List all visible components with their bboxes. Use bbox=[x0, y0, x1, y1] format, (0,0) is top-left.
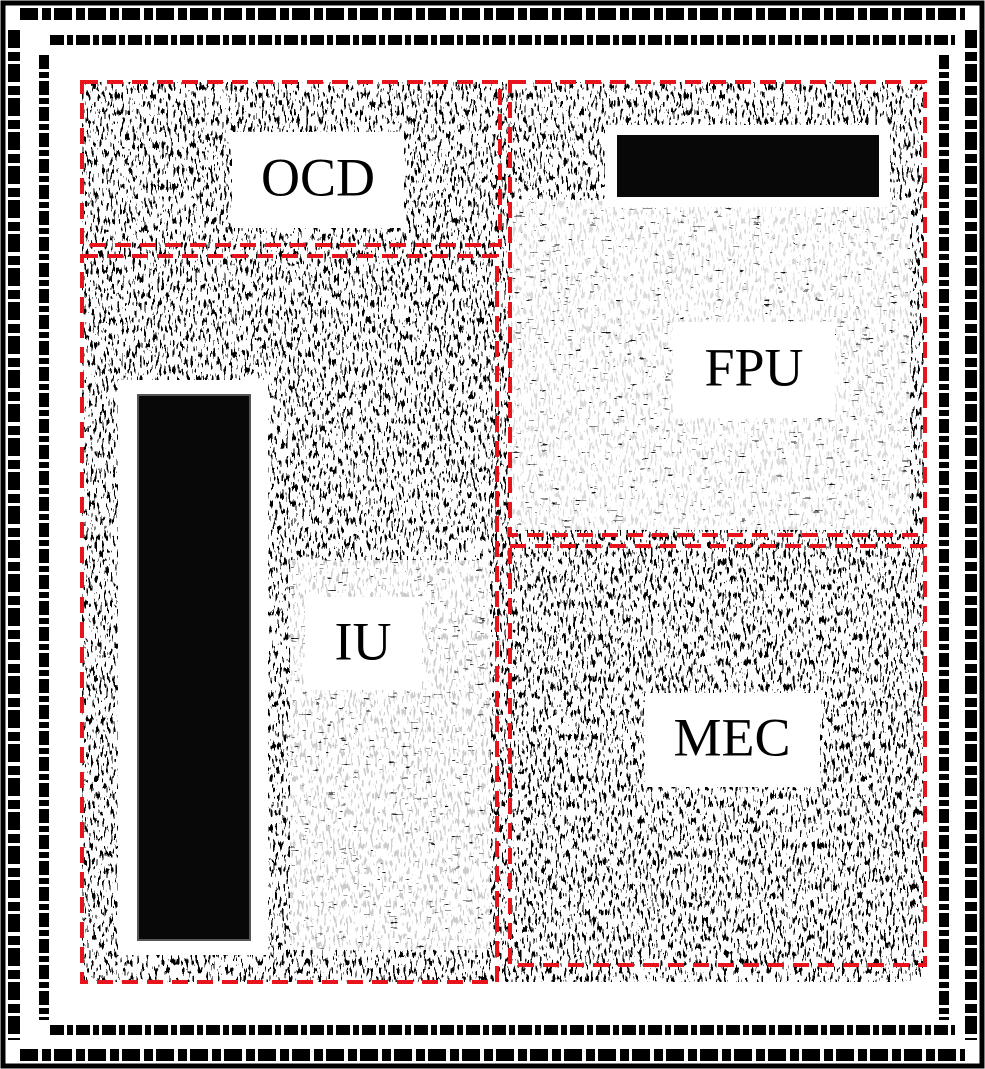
region-label: OCD bbox=[261, 147, 375, 207]
chip-layout: OCD FPU IU MEC bbox=[0, 0, 985, 1069]
region-label: FPU bbox=[704, 337, 803, 397]
region-label: MEC bbox=[673, 707, 790, 767]
memory-block bbox=[617, 135, 879, 197]
region-label: IU bbox=[335, 611, 392, 671]
memory-block bbox=[138, 395, 250, 940]
